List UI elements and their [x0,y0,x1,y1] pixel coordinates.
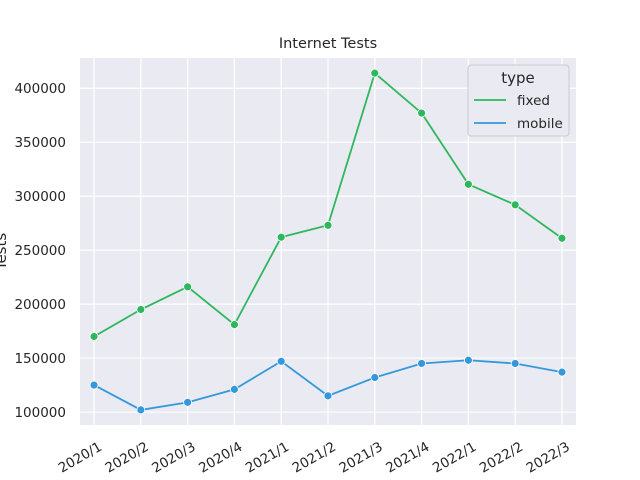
x-tick-label: 2020/3 [149,439,198,477]
x-tick-label: 2021/1 [243,439,292,477]
y-axis-ticks: 100000 150000 200000 250000 300000 350000 4000… [14,81,66,421]
data-point-mobile [370,373,380,382]
y-tick-label: 300000 [14,189,66,205]
y-axis-label: Tests [0,233,10,272]
y-tick-label: 250000 [14,243,66,259]
legend: type fixed mobile [467,64,570,137]
data-point-fixed [463,179,473,189]
legend-box [467,64,570,137]
x-tick-label: 2021/3 [336,439,385,477]
data-point-fixed [183,282,193,292]
x-tick-label: 2021/2 [290,439,339,477]
data-point-fixed [230,320,239,330]
data-point-fixed [417,108,426,118]
y-tick-label: 350000 [14,135,66,151]
data-point-fixed [89,332,99,341]
series-layer [89,68,567,415]
x-tick-label: 2020/4 [196,439,245,477]
legend-label-fixed: fixed [517,93,550,109]
x-tick-label: 2022/1 [430,439,479,477]
x-axis-ticks: 2020/12020/22020/32020/42021/12021/22021… [56,439,573,477]
data-point-mobile [417,359,426,368]
y-tick-label: 100000 [14,405,66,421]
data-point-mobile [557,367,567,377]
data-point-mobile [183,397,193,407]
x-tick-label: 2020/2 [102,439,151,477]
data-point-mobile [323,391,333,401]
data-point-fixed [557,233,567,243]
y-tick-label: 150000 [14,351,66,367]
data-point-fixed [370,68,380,78]
data-point-fixed [276,232,286,242]
data-point-mobile [463,355,473,365]
data-point-fixed [510,200,520,210]
y-tick-label: 200000 [14,297,66,313]
data-point-mobile [230,384,239,394]
data-point-mobile [136,405,146,415]
x-tick-label: 2020/1 [56,439,105,477]
data-point-fixed [136,305,146,314]
y-tick-label: 400000 [14,81,66,97]
x-tick-label: 2022/2 [477,439,526,477]
data-point-mobile [89,380,99,390]
legend-label-mobile: mobile [517,116,563,132]
data-point-mobile [276,356,286,366]
data-point-fixed [323,220,333,230]
x-tick-label: 2022/3 [524,439,573,477]
x-tick-label: 2021/4 [383,439,432,477]
chart-title: Internet Tests [279,36,377,52]
legend-title: type [501,69,535,87]
data-point-mobile [510,359,520,368]
